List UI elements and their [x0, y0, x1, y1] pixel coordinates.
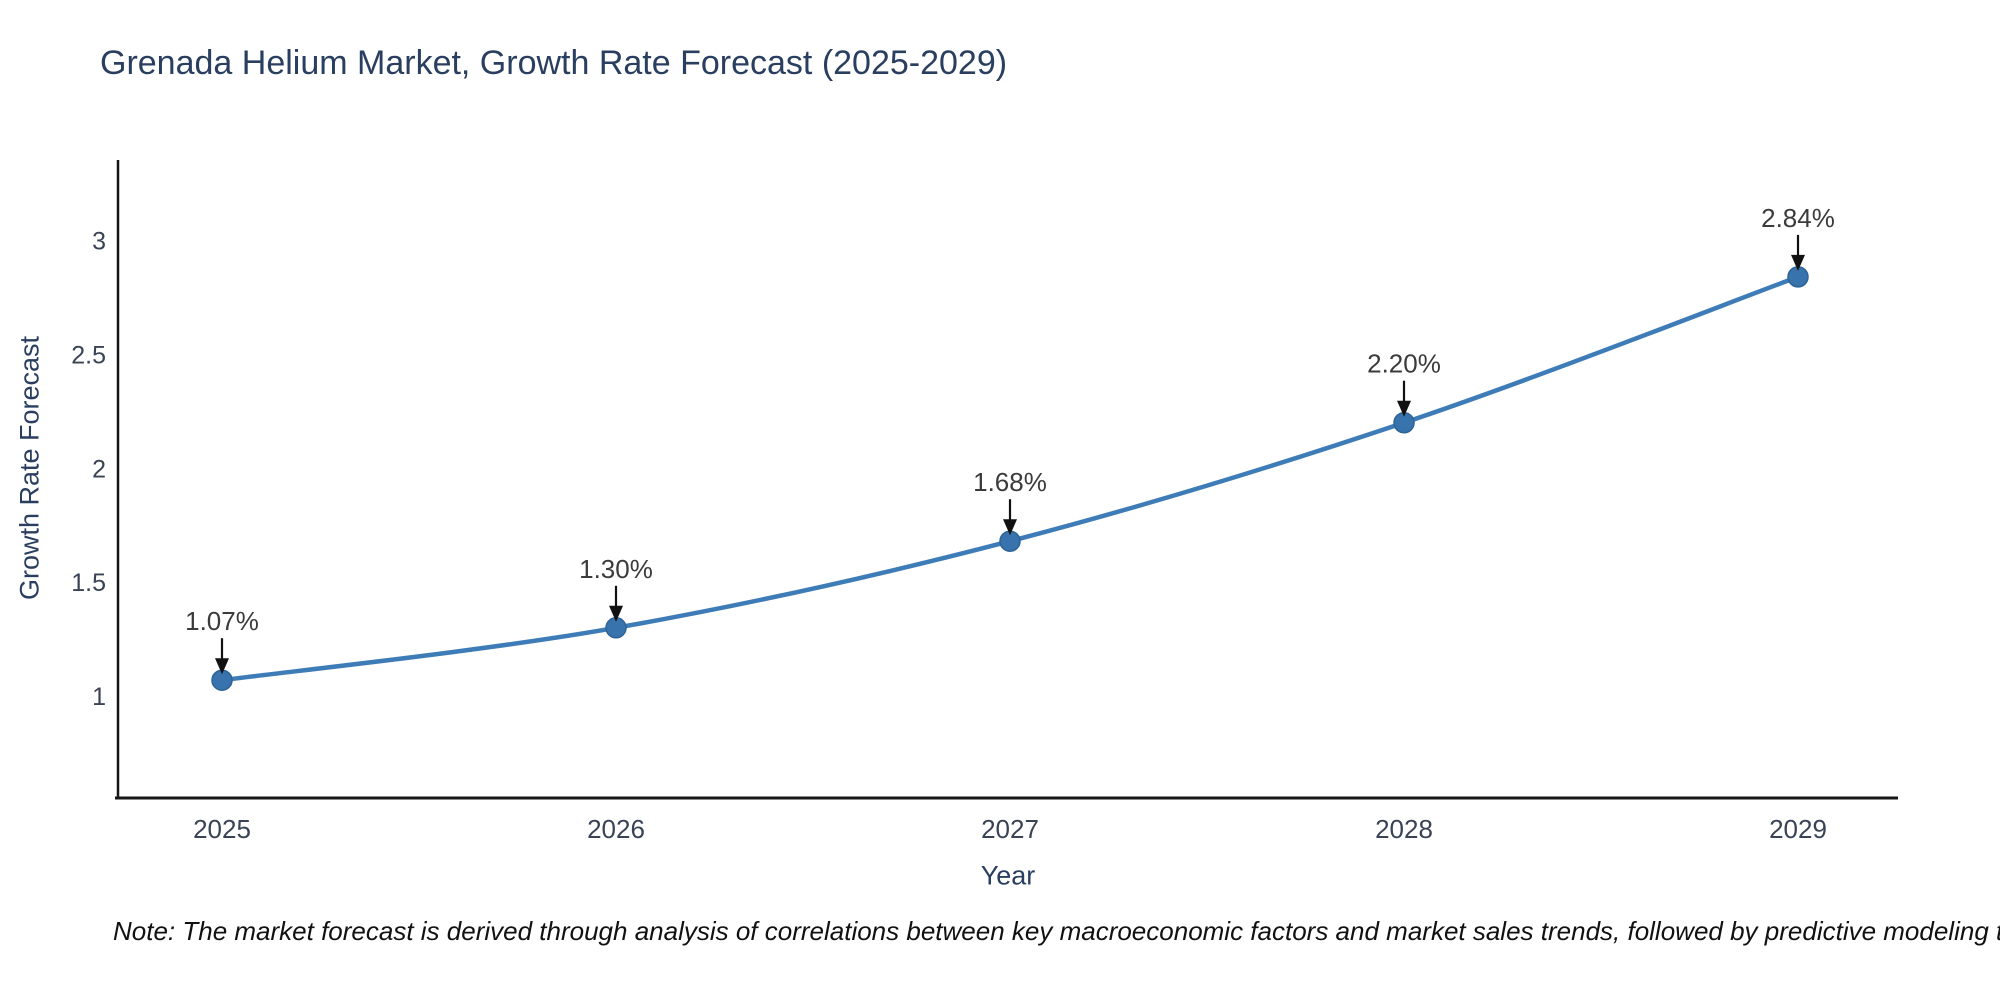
y-tick-label: 2.5 — [71, 341, 106, 369]
x-tick-label: 2026 — [587, 814, 645, 844]
point-value-label: 1.68% — [973, 467, 1047, 497]
y-tick-label: 1.5 — [71, 569, 106, 597]
point-value-label: 1.30% — [579, 554, 653, 584]
y-tick-label: 1 — [92, 683, 106, 711]
point-value-label: 2.20% — [1367, 349, 1441, 379]
x-tick-label: 2029 — [1769, 814, 1827, 844]
annotation-arrow-head — [215, 658, 229, 675]
point-value-label: 1.07% — [185, 606, 259, 636]
footnote: Note: The market forecast is derived thr… — [113, 916, 2000, 946]
annotation-arrow-head — [1791, 254, 1805, 271]
x-tick-label: 2027 — [981, 814, 1039, 844]
y-tick-label: 3 — [92, 227, 106, 255]
chart-title: Grenada Helium Market, Growth Rate Forec… — [100, 44, 1008, 82]
point-value-label: 2.84% — [1761, 203, 1835, 233]
y-tick-label: 2 — [92, 455, 106, 483]
annotation-arrow-head — [1397, 400, 1411, 417]
x-tick-label: 2025 — [193, 814, 251, 844]
annotation-arrow-head — [609, 605, 623, 622]
x-tick-label: 2028 — [1375, 814, 1433, 844]
annotation-arrow-head — [1003, 519, 1017, 536]
x-axis-title: Year — [980, 860, 1036, 891]
